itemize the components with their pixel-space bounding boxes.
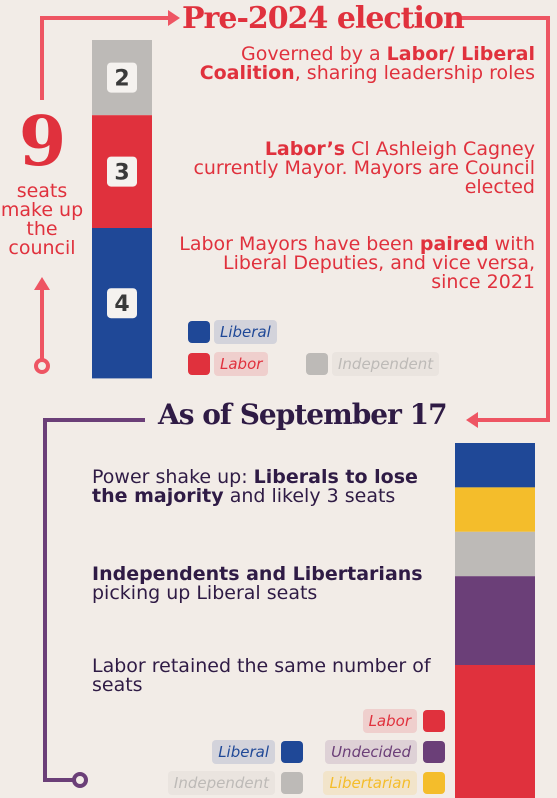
note: Labor retained the same number of seats	[92, 657, 437, 695]
dot	[72, 772, 88, 788]
bar-segment	[455, 576, 535, 665]
note: Independents and Libertarians picking up…	[92, 565, 437, 603]
total: 9	[18, 102, 66, 182]
value-box	[107, 156, 137, 187]
legend-swatch	[188, 321, 210, 343]
bar-segment	[455, 531, 535, 577]
connector	[43, 418, 145, 782]
note-text: picking up Liberal seats	[92, 582, 318, 604]
connectors	[34, 10, 550, 788]
value-box	[107, 62, 137, 93]
note-bold: paired	[419, 233, 489, 255]
note-text: Power shake up:	[92, 466, 254, 488]
legend-swatch	[281, 741, 303, 763]
legend-swatch	[188, 353, 210, 375]
legend-label: Libertarian	[323, 771, 417, 795]
note-bold: Independents and Libertarians	[92, 563, 423, 585]
note: Governed by a Labor/ Liberal Coalition, …	[176, 45, 535, 83]
bar-segment	[455, 443, 535, 488]
bar-segment	[455, 487, 535, 532]
note-text: Labor retained the same number of seats	[92, 655, 431, 696]
legend-label: Liberal	[214, 320, 277, 344]
connector	[40, 16, 168, 100]
legend-label: Undecided	[325, 740, 417, 764]
note-text: and likely 3 seats	[223, 485, 396, 507]
legend-swatch	[423, 741, 445, 763]
legend-label: Liberal	[212, 740, 275, 764]
note-text: Cl Ashleigh Cagney currently Mayor. Mayo…	[193, 138, 535, 198]
arrow	[466, 412, 478, 428]
note-bold: Labor/ Liberal Coalition	[199, 43, 535, 84]
legend-label: Independent	[332, 352, 440, 376]
title: Pre-2024 election	[182, 1, 465, 36]
legend-swatch	[306, 353, 328, 375]
connector	[458, 16, 550, 422]
dot	[34, 358, 50, 374]
arrow	[168, 10, 180, 26]
value-label: 3	[114, 161, 129, 186]
note-text: with Liberal Deputies, and vice versa, s…	[222, 233, 535, 293]
note-text: Labor Mayors have been	[179, 233, 420, 255]
total-caption: seats make up the council	[0, 180, 84, 259]
title: As of September 17	[158, 398, 448, 431]
legend-label: Labor	[214, 352, 269, 376]
value-label: 2	[114, 67, 129, 92]
note: Labor Mayors have been paired with Liber…	[176, 235, 535, 292]
note-bold: Labor’s	[264, 138, 346, 160]
legend-label: Independent	[167, 771, 275, 795]
bar-segment	[455, 665, 535, 798]
legend-label: Labor	[362, 709, 417, 733]
note: Power shake up: Liberals to lose the maj…	[92, 468, 437, 506]
note-bold: Liberals to lose the majority	[92, 466, 418, 507]
note-text: Governed by a	[241, 43, 387, 65]
value-box	[107, 288, 137, 319]
note-text: , sharing leadership roles	[294, 62, 535, 84]
arrow	[34, 277, 50, 290]
legend-swatch	[423, 710, 445, 732]
value-label: 4	[114, 292, 129, 317]
note: Labor’s Cl Ashleigh Cagney currently May…	[176, 140, 535, 197]
legend-swatch	[423, 772, 445, 794]
legend-swatch	[281, 772, 303, 794]
